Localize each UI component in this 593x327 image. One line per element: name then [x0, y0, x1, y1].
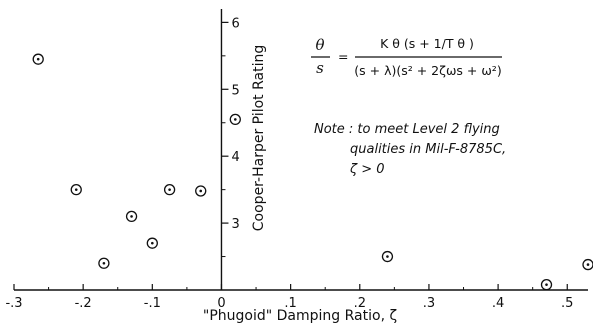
data-point-center	[234, 118, 237, 121]
x-tick-label: -.3	[5, 296, 22, 311]
x-tick-label: -.2	[75, 296, 92, 311]
x-tick-label: .3	[423, 296, 435, 311]
data-point	[32, 53, 44, 65]
data-point	[582, 258, 593, 271]
y-tick-label: 5	[231, 83, 239, 98]
data-point-ring	[229, 113, 241, 126]
equation-lhs-numerator: θ	[315, 36, 324, 54]
x-tick-label: .2	[354, 296, 366, 311]
x-tick-label: -.1	[144, 296, 161, 311]
x-tick-label: .1	[284, 296, 296, 311]
note-line-2: qualities in Mil-F-8785C,	[350, 142, 506, 157]
equation-lhs-denominator: s	[316, 59, 324, 77]
x-tick-label: .4	[492, 296, 504, 311]
x-tick-label: 0	[217, 296, 225, 311]
x-axis-label: "Phugoid" Damping Ratio, ζ	[203, 308, 397, 324]
y-tick-label: 3	[231, 217, 239, 232]
data-point-center	[586, 263, 590, 266]
data-point-center	[386, 255, 389, 258]
equation-rhs-numerator: K θ (s + 1/T θ )	[380, 36, 474, 51]
note: Note : to meet Level 2 flying qualities …	[314, 122, 506, 177]
data-point	[70, 183, 82, 196]
y-tick-label: 4	[231, 150, 239, 165]
data-points	[32, 53, 593, 291]
data-point-ring	[125, 210, 138, 223]
data-point-center	[545, 283, 548, 286]
data-point-center	[151, 241, 154, 245]
equation-rhs-denominator: (s + λ)(s² + 2ζωs + ω²)	[354, 63, 501, 78]
data-point	[381, 250, 394, 263]
data-point-ring	[32, 53, 44, 65]
data-point-ring	[582, 258, 593, 271]
data-point-center	[130, 215, 133, 218]
y-axis-label: Cooper-Harper Pilot Rating	[251, 45, 267, 231]
data-point	[146, 237, 158, 249]
data-point-ring	[98, 257, 110, 269]
data-point-ring	[163, 183, 176, 196]
data-point	[125, 210, 138, 223]
x-tick-label: .5	[561, 296, 573, 311]
data-point-ring	[381, 250, 394, 263]
data-point	[163, 183, 176, 196]
data-point-center	[36, 57, 40, 61]
data-point	[195, 185, 207, 197]
equation-equals: =	[338, 49, 348, 64]
note-line-3: ζ > 0	[349, 162, 385, 177]
data-point-ring	[540, 278, 553, 291]
data-point-ring	[146, 237, 158, 249]
data-point	[229, 113, 241, 126]
y-tick-label: 6	[231, 16, 239, 31]
equation: θ s = K θ (s + 1/T θ ) (s + λ)(s² + 2ζωs…	[311, 36, 502, 78]
data-point-ring	[70, 183, 82, 196]
data-point-center	[168, 188, 171, 191]
data-point	[98, 257, 110, 269]
data-point	[540, 278, 553, 291]
ticks: -.3 -.2 -.1 0 .1 .2 .3 .4 .5 3 4 5 6	[5, 16, 573, 311]
data-point-ring	[195, 185, 207, 197]
note-line-1: Note : to meet Level 2 flying	[314, 122, 500, 137]
data-point-center	[102, 261, 106, 265]
data-point-center	[74, 188, 78, 191]
data-point-center	[199, 189, 203, 193]
